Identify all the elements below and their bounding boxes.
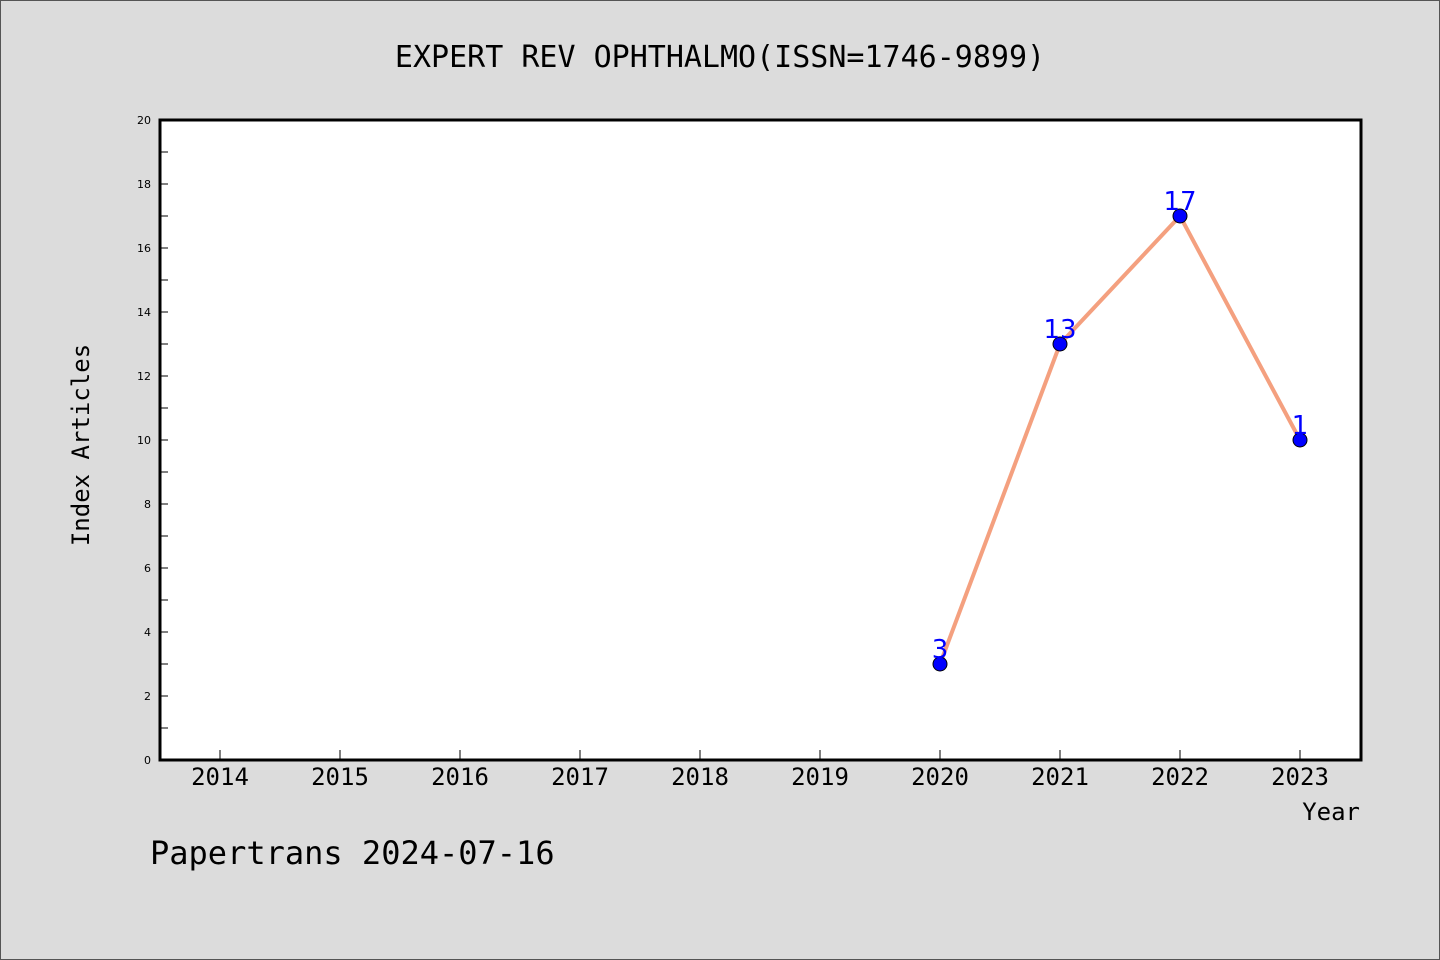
data-label: 13	[1043, 315, 1076, 345]
x-tick-label: 2018	[671, 763, 729, 791]
y-tick-label: 14	[137, 306, 151, 319]
y-tick-label: 0	[144, 754, 151, 767]
y-tick-label: 4	[144, 626, 151, 639]
data-label: 17	[1163, 187, 1196, 217]
y-axis: 0 2 4 6 8 10 12 14 16 18 20	[137, 114, 168, 767]
series-layer: 3 13 17 1	[932, 187, 1309, 672]
x-tick-label: 2022	[1151, 763, 1209, 791]
x-axis-title: Year	[1302, 798, 1360, 826]
data-point	[1052, 336, 1068, 352]
chart-title: EXPERT REV OPHTHALMO(ISSN=1746-9899)	[395, 40, 1045, 75]
x-tick-label: 2023	[1271, 763, 1329, 791]
data-point	[1292, 432, 1308, 448]
y-axis-title: Index Articles	[67, 344, 95, 546]
y-tick-label: 6	[144, 562, 151, 575]
x-tick-label: 2021	[1031, 763, 1089, 791]
data-label: 1	[1292, 411, 1309, 441]
y-tick-label: 12	[137, 370, 151, 383]
data-point	[1172, 208, 1188, 224]
x-axis: 2014 2015 2016 2017 2018 2019 2020 2021 2022 2023	[191, 750, 1329, 791]
y-tick-label: 16	[137, 242, 151, 255]
plot-area	[158, 118, 1363, 762]
y-tick-label: 18	[137, 178, 151, 191]
x-tick-label: 2015	[311, 763, 369, 791]
y-tick-label: 20	[137, 114, 151, 127]
data-label: 3	[932, 635, 949, 665]
x-tick-label: 2019	[791, 763, 849, 791]
data-point	[932, 656, 948, 672]
x-tick-label: 2016	[431, 763, 489, 791]
y-tick-label: 10	[137, 434, 151, 447]
series-line-segment	[938, 342, 1062, 666]
y-tick-label: 8	[144, 498, 151, 511]
series-line-segment	[1178, 214, 1302, 442]
footer-watermark: Papertrans 2024-07-16	[150, 834, 555, 872]
x-tick-label: 2020	[911, 763, 969, 791]
x-tick-label: 2017	[551, 763, 609, 791]
series-line-segment	[1058, 214, 1182, 346]
x-tick-label: 2014	[191, 763, 249, 791]
y-tick-label: 2	[144, 690, 151, 703]
